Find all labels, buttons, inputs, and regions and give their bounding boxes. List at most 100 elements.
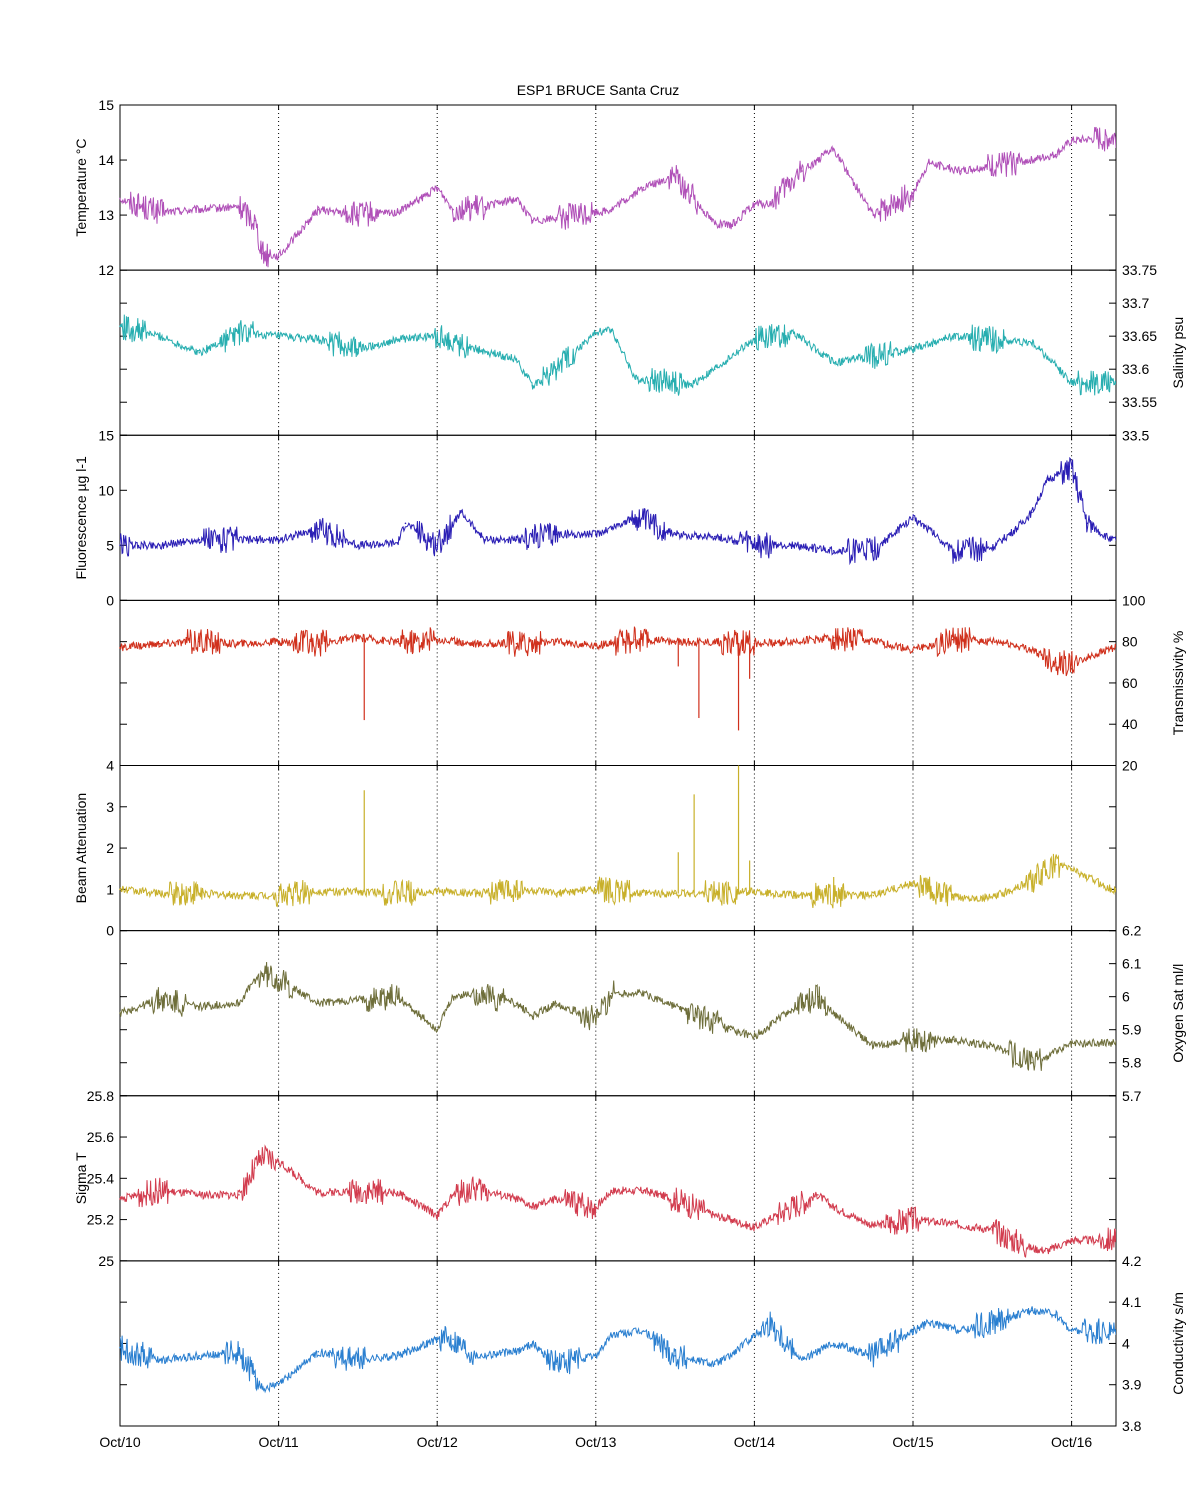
data-point — [119, 1346, 121, 1349]
data-point — [515, 358, 518, 361]
data-point — [594, 644, 597, 647]
data-point — [119, 325, 121, 328]
data-point — [832, 361, 835, 364]
data-point — [277, 979, 280, 981]
chart-title: ESP1 BRUCE Santa Cruz — [517, 82, 680, 98]
data-point — [1070, 1330, 1073, 1332]
data-point — [357, 214, 359, 216]
data-point — [476, 642, 478, 645]
data-point — [912, 649, 914, 651]
series-line — [120, 1306, 1116, 1394]
y-tick-label: 80 — [1122, 634, 1138, 650]
y-axis-label: Conductivity s/m — [1170, 1292, 1186, 1395]
y-axis-label: Transmissivity % — [1170, 631, 1186, 736]
y-tick-label: 33.6 — [1122, 361, 1149, 377]
data-point — [991, 640, 994, 643]
data-point — [594, 332, 597, 334]
data-point — [555, 368, 557, 371]
data-point — [634, 378, 637, 380]
data-point — [198, 640, 201, 643]
data-point — [357, 1359, 359, 1361]
data-point — [713, 368, 716, 371]
y-tick-label: 33.7 — [1122, 295, 1149, 311]
y-tick-label: 33.65 — [1122, 328, 1157, 344]
data-point — [452, 1194, 454, 1196]
data-point — [436, 638, 438, 641]
y-tick-label: 10 — [98, 482, 114, 498]
data-point — [793, 894, 795, 897]
data-point — [674, 1355, 676, 1357]
data-point — [555, 1002, 557, 1005]
data-point — [119, 197, 121, 200]
data-point — [555, 1363, 557, 1365]
y-tick-label: 33.55 — [1122, 394, 1157, 410]
data-point — [238, 1002, 240, 1005]
data-point — [198, 892, 201, 895]
data-point — [254, 1167, 256, 1169]
data-point — [238, 894, 240, 897]
data-point — [436, 1028, 438, 1031]
panel-frame — [119, 269, 1117, 436]
data-point — [396, 640, 399, 643]
y-axis-label: Salinity psu — [1170, 317, 1186, 389]
data-point — [928, 161, 930, 164]
data-point — [420, 197, 423, 200]
data-point — [912, 1330, 914, 1332]
data-point — [317, 1002, 320, 1005]
data-point — [1031, 159, 1033, 161]
data-point — [317, 338, 320, 341]
data-point — [1007, 642, 1009, 645]
data-point — [1110, 647, 1113, 649]
panel-1: 33.5 33.55 33.6 33.65 33.7 33.75 Salinity psu — [119, 262, 1186, 443]
data-point — [674, 1198, 676, 1200]
y-tick-label: 0 — [106, 592, 114, 608]
data-point — [158, 211, 161, 214]
y-axis-label: Sigma T — [73, 1152, 89, 1204]
data-point — [531, 384, 534, 387]
data-point — [317, 890, 320, 893]
data-point — [452, 995, 454, 998]
data-point — [793, 332, 795, 334]
data-point — [1039, 348, 1041, 351]
data-point — [642, 992, 645, 995]
data-point — [959, 1330, 962, 1332]
data-point — [753, 1334, 756, 1336]
data-point — [483, 206, 486, 208]
data-point — [261, 1156, 264, 1159]
data-point — [198, 1005, 201, 1008]
data-point — [1110, 539, 1113, 541]
data-point — [396, 1191, 399, 1194]
data-point — [238, 1350, 240, 1353]
data-point — [119, 544, 121, 547]
data-point — [713, 1214, 716, 1217]
y-tick-label: 6.2 — [1122, 923, 1142, 939]
data-point — [515, 888, 518, 891]
data-point — [753, 544, 756, 547]
y-tick-label: 25.2 — [87, 1212, 114, 1228]
data-point — [1031, 341, 1033, 344]
y-tick-label: 60 — [1122, 675, 1138, 691]
data-point — [436, 544, 438, 547]
data-point — [872, 894, 875, 897]
data-point — [1110, 137, 1113, 139]
data-point — [832, 550, 835, 552]
data-point — [753, 890, 756, 893]
y-tick-label: 25.6 — [87, 1129, 114, 1145]
data-point — [1047, 1055, 1049, 1057]
data-point — [674, 175, 676, 178]
data-point — [753, 203, 756, 205]
panel-0: 12 13 14 15 Temperature °C — [73, 97, 1117, 278]
x-tick-label: Oct/16 — [1051, 1434, 1092, 1450]
data-point — [642, 1189, 645, 1192]
y-tick-label: 5.9 — [1122, 1022, 1142, 1038]
panel-5: 5.7 5.8 5.9 6 6.1 6.2 Oxygen Sat ml/l — [119, 923, 1186, 1104]
data-point — [1070, 467, 1073, 470]
data-point — [928, 528, 930, 530]
data-point — [436, 890, 438, 893]
data-point — [198, 1355, 201, 1357]
data-point — [832, 148, 835, 150]
data-point — [991, 546, 994, 549]
data-point — [396, 542, 399, 544]
y-tick-label: 33.5 — [1122, 427, 1149, 443]
data-point — [404, 522, 407, 525]
